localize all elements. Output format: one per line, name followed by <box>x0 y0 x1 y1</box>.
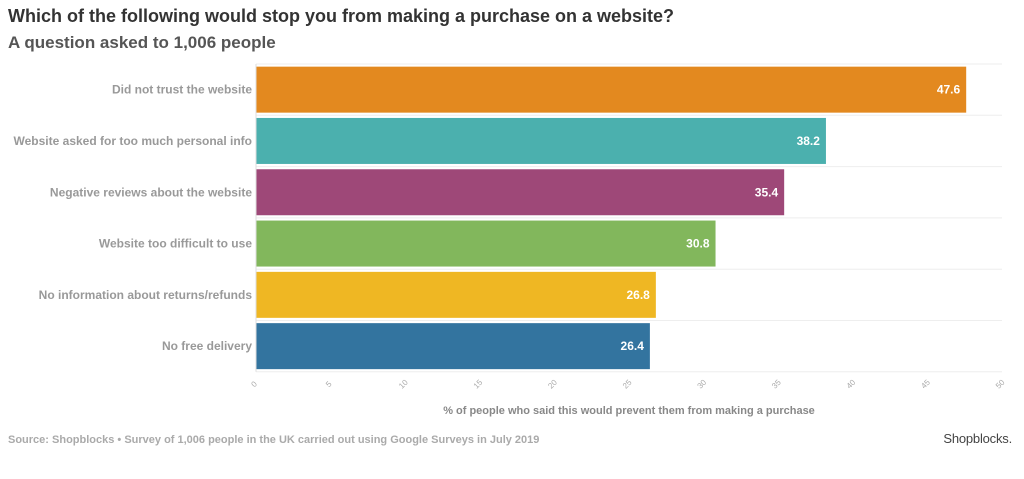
data-label: 26.8 <box>626 288 650 302</box>
data-label: 30.8 <box>686 237 710 251</box>
bar <box>256 323 650 370</box>
chart-title: Which of the following would stop you fr… <box>8 6 675 26</box>
x-tick-label: 45 <box>919 378 932 391</box>
x-tick-label: 15 <box>472 378 485 391</box>
x-tick-label: 50 <box>994 378 1007 391</box>
category-label: Did not trust the website <box>112 83 252 97</box>
data-label: 47.6 <box>937 83 961 97</box>
source-note: Source: Shopblocks • Survey of 1,006 peo… <box>8 434 540 446</box>
x-tick-label: 5 <box>324 379 334 389</box>
data-label: 35.4 <box>755 185 779 199</box>
x-tick-label: 30 <box>696 378 709 391</box>
data-label: 38.2 <box>797 134 821 148</box>
x-tick-label: 35 <box>770 378 783 391</box>
x-tick-label: 40 <box>845 378 858 391</box>
bar <box>256 117 826 164</box>
bar <box>256 169 785 216</box>
category-label: Website asked for too much personal info <box>14 134 252 148</box>
chart-subtitle: A question asked to 1,006 people <box>8 33 276 52</box>
x-axis-title: % of people who said this would prevent … <box>443 405 815 417</box>
category-label: No information about returns/refunds <box>39 288 253 302</box>
x-tick-label: 20 <box>546 378 559 391</box>
data-label: 26.4 <box>621 339 645 353</box>
x-tick-label: 10 <box>397 378 410 391</box>
x-tick-label: 25 <box>621 378 634 391</box>
bar <box>256 271 656 318</box>
bar <box>256 220 716 267</box>
brand-logo: Shopblocks. <box>943 431 1012 446</box>
category-label: No free delivery <box>162 339 252 353</box>
bar-chart: Did not trust the website 47.6 Website ask… <box>14 63 1007 417</box>
x-tick-label: 0 <box>249 379 259 389</box>
bar <box>256 66 967 113</box>
category-label: Website too difficult to use <box>99 237 252 251</box>
category-label: Negative reviews about the website <box>50 185 252 199</box>
